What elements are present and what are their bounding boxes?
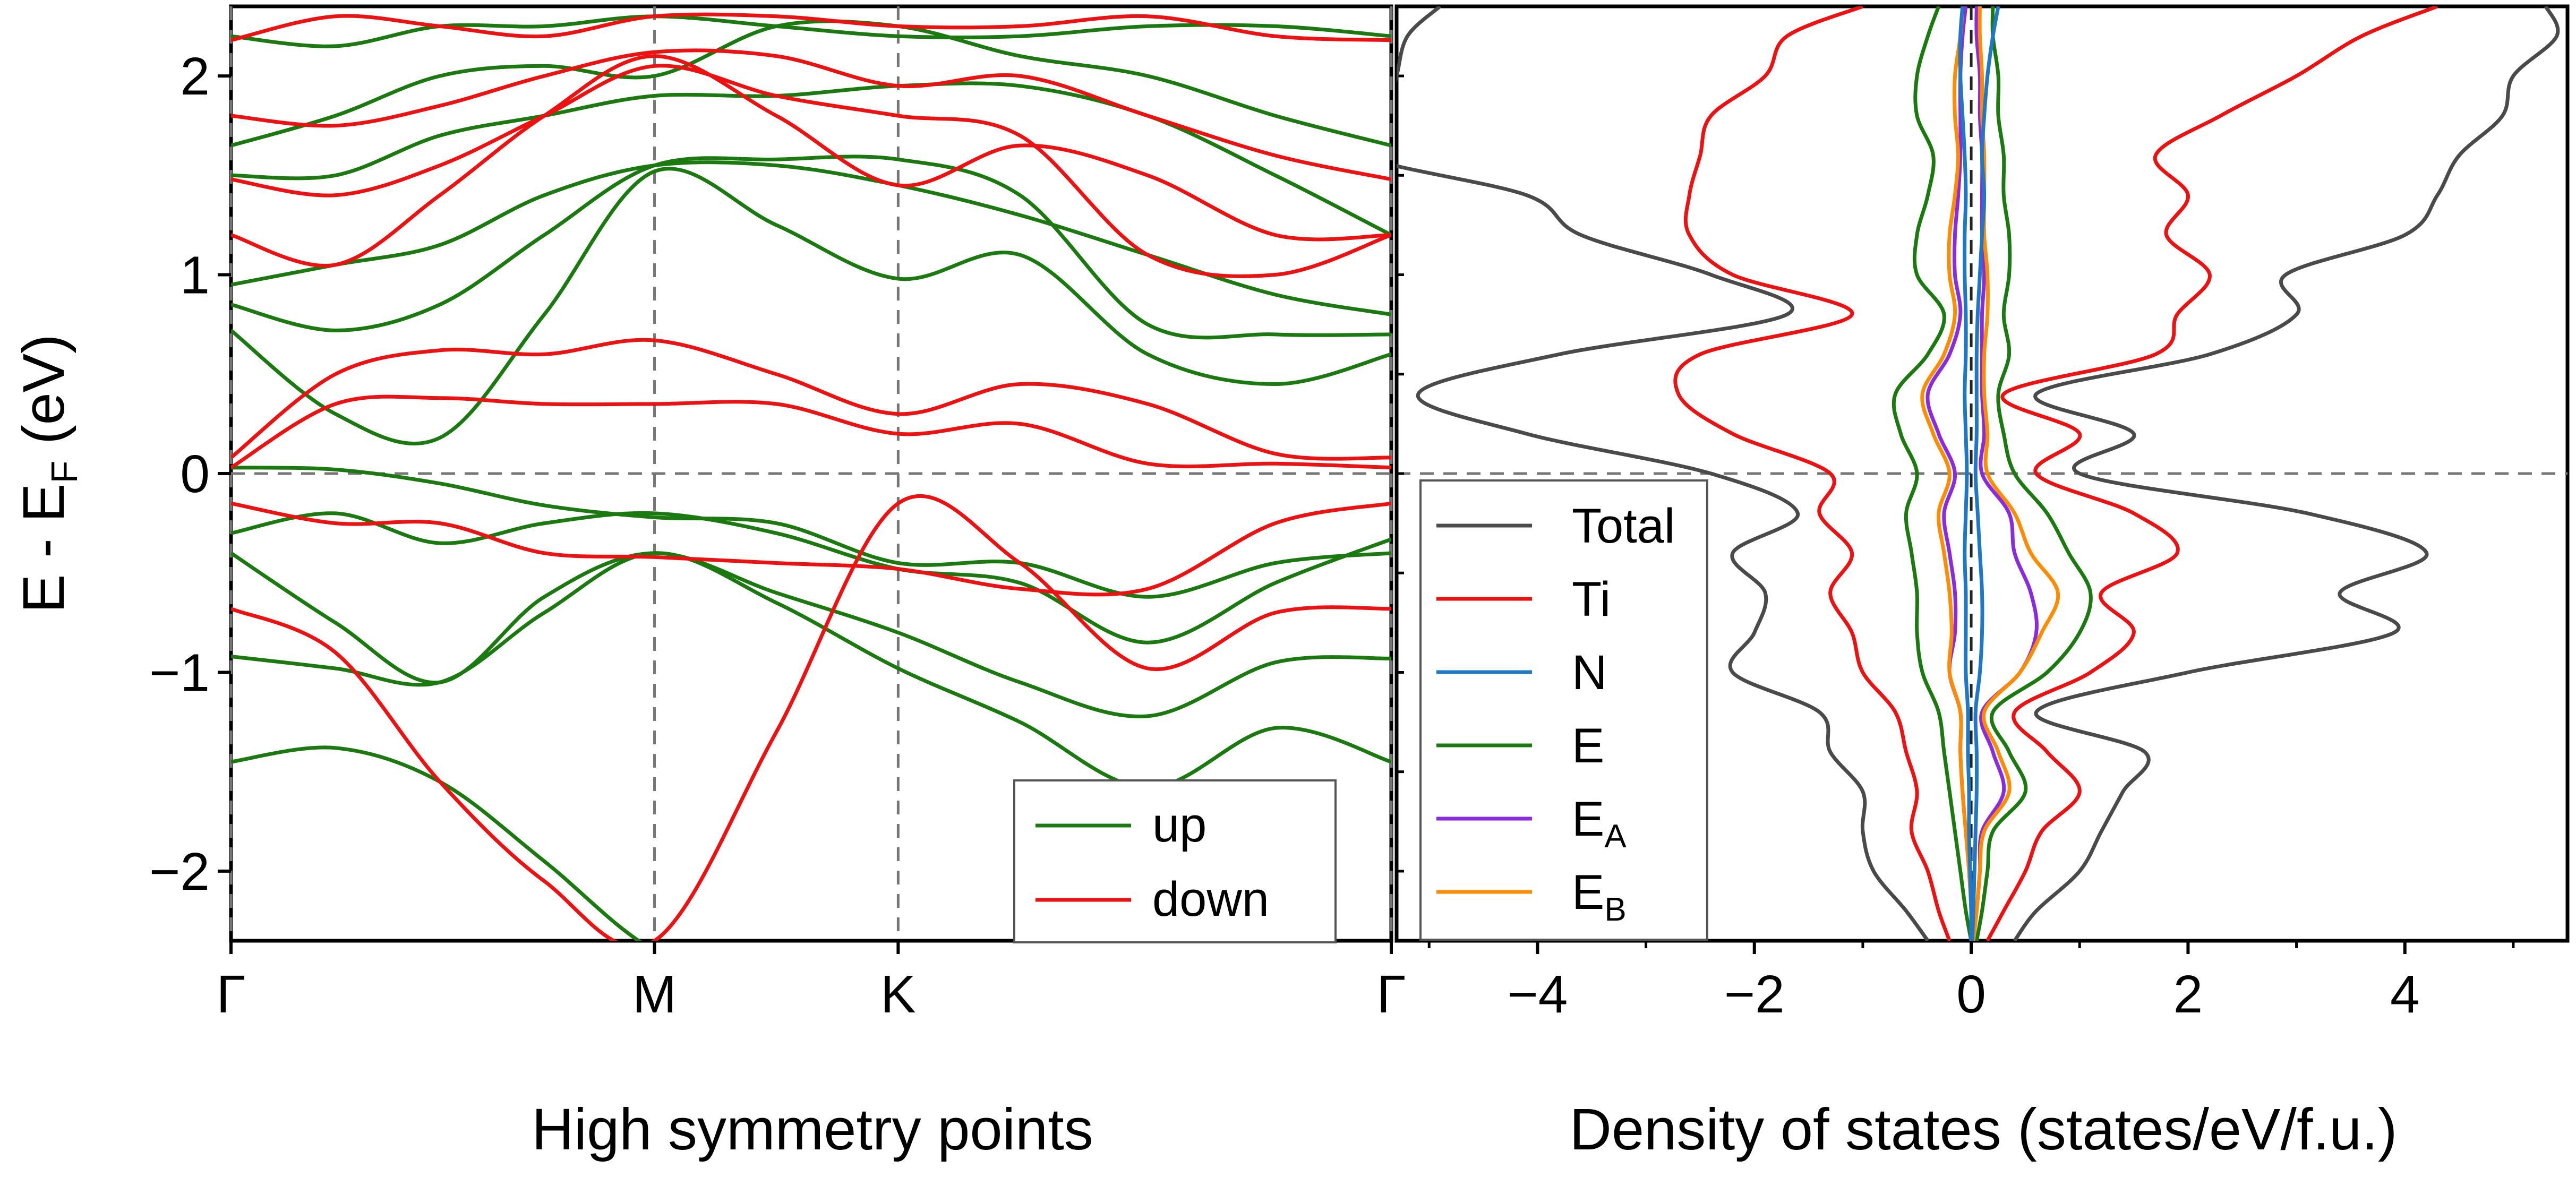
dos-lines: [1397, 6, 2560, 941]
y-title-main: E - E: [11, 483, 76, 613]
band-legend-label-down: down: [1152, 872, 1269, 926]
dos-Ti-up: [1986, 6, 2438, 941]
dos-Ti-down: [1673, 6, 1952, 941]
band-up-10: [231, 14, 1391, 48]
dos-legend-box: [1419, 479, 1708, 941]
k-point-label-2: K: [880, 965, 916, 1024]
dos-N-up: [1970, 6, 2000, 941]
dos-x-tick-label-2: 0: [1956, 965, 1986, 1024]
k-point-label-0: Γ: [216, 965, 245, 1024]
dos-panel: −4 −2 0 2 4 Density of states (states/eV/f.u…: [1394, 4, 2570, 1162]
dos-legend-label-4: EA: [1572, 792, 1627, 855]
dos-legend-label-main-5: E: [1572, 865, 1604, 920]
dos-x-axis-title: Density of states (states/eV/f.u.): [1570, 1097, 2398, 1162]
dos-E-up: [1974, 6, 2093, 941]
dos-legend-label-main-3: E: [1572, 719, 1604, 773]
band-up-5: [231, 167, 1391, 445]
band-up-4: [231, 466, 1391, 599]
band-legend: up down: [1013, 779, 1337, 943]
dos-E-down: [1892, 6, 1973, 941]
dos-legend-label-3: E: [1572, 719, 1604, 773]
band-structure-panel: −2 −1 0 1 2 Γ M K Γ High symmetry points E - EF…: [11, 4, 1406, 1162]
band-down-6: [231, 48, 1391, 182]
band-up-3: [231, 511, 1391, 645]
band-down-0: [231, 494, 1391, 941]
band-up-2: [231, 551, 1391, 718]
k-point-label-3: Γ: [1376, 965, 1406, 1024]
dos-legend-label-sub-4: A: [1604, 818, 1627, 855]
band-y-tick-label-1: −1: [149, 643, 210, 702]
dos-legend-label-0: Total: [1572, 499, 1675, 553]
band-y-ticks: −2 −1 0 1 2: [149, 47, 231, 901]
band-down-5: [231, 64, 1391, 278]
band-down-4: [231, 54, 1391, 268]
dos-x-tick-label-1: −2: [1724, 965, 1785, 1024]
band-up-7: [231, 160, 1391, 316]
band-legend-label-up: up: [1152, 798, 1206, 852]
band-y-tick-label-0: −2: [149, 842, 210, 901]
dos-EB-down: [1920, 6, 1973, 941]
dos-x-ticks: −4 −2 0 2 4: [1427, 941, 2515, 1024]
band-y-tick-label-3: 1: [180, 246, 210, 305]
dos-Total-up: [2013, 6, 2560, 941]
dos-legend-label-5: EB: [1572, 865, 1627, 928]
band-x-axis-title: High symmetry points: [532, 1097, 1093, 1162]
band-y-tick-label-2: 0: [180, 444, 210, 504]
y-title-subscript: F: [44, 461, 85, 484]
band-up-0: [231, 745, 642, 941]
dos-legend-label-main-4: E: [1572, 792, 1604, 846]
dos-x-tick-label-3: 2: [2173, 965, 2203, 1024]
band-down-3: [231, 338, 1391, 461]
band-lines: [231, 12, 1391, 941]
dos-legend-label-main-2: N: [1572, 646, 1607, 700]
band-y-tick-label-4: 2: [180, 47, 210, 106]
dos-EB-up: [1971, 6, 2060, 941]
band-up-8: [231, 81, 1391, 237]
band-down-2: [231, 394, 1391, 470]
band-legend-box: [1013, 779, 1337, 943]
dos-x-tick-label-0: −4: [1507, 965, 1568, 1024]
band-up-6: [231, 154, 1391, 340]
dos-legend-label-main-1: Ti: [1572, 572, 1611, 626]
dos-Total-down: [1397, 6, 1930, 941]
k-point-label-1: M: [632, 965, 677, 1024]
dos-legend-label-1: Ti: [1572, 572, 1611, 626]
band-down-7: [231, 12, 1391, 42]
dos-x-tick-label-4: 4: [2390, 965, 2420, 1024]
band-up-1: [231, 551, 1391, 790]
dos-legend-label-main-0: Total: [1572, 499, 1675, 553]
band-down-1: [231, 501, 1391, 597]
band-up-9: [231, 19, 1391, 148]
y-title-tail: (eV): [11, 334, 76, 460]
dos-legend-label-2: N: [1572, 646, 1607, 700]
dos-N-down: [1958, 6, 1973, 941]
dos-legend-label-sub-5: B: [1604, 891, 1626, 928]
band-y-axis-title: E - EF (eV): [11, 334, 85, 613]
